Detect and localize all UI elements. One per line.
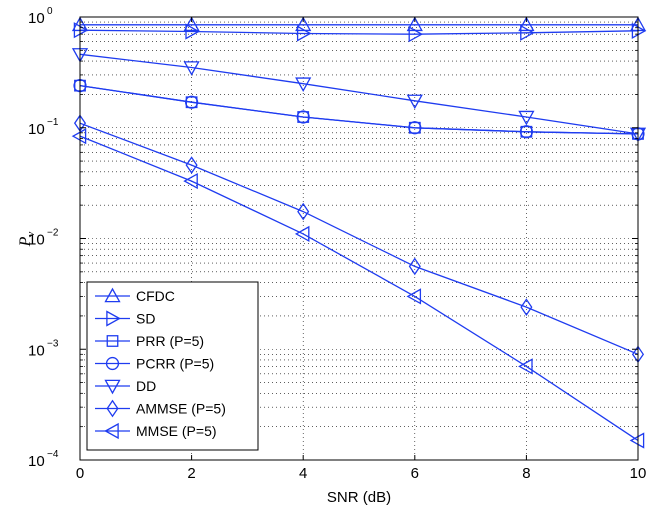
- x-axis-label: SNR (dB): [327, 489, 391, 506]
- diamond-marker: [520, 298, 533, 316]
- series-mmse-p-5: [71, 128, 645, 449]
- series-line: [79, 84, 639, 135]
- circle-marker: [519, 125, 534, 139]
- x-tick-label: 10: [630, 465, 647, 482]
- legend-label: SD: [136, 311, 155, 327]
- y-tick-label: 10 0: [28, 6, 53, 27]
- legend: CFDC SD PRR (P=5) PCRR (P=5) DD AMMSE (P=5) MM…: [86, 281, 259, 451]
- y-tick-label-base: 10: [28, 453, 45, 470]
- triangle-up-marker: [295, 16, 312, 32]
- series-line: [79, 135, 639, 442]
- y-tick-label-base: 10: [28, 10, 45, 27]
- series-sd: [73, 22, 647, 43]
- x-tick-label: 6: [411, 465, 419, 482]
- y-tick-label-base: 10: [28, 342, 45, 359]
- y-tick-label-exponent: −1: [47, 117, 59, 128]
- series-cfdc: [71, 16, 647, 32]
- y-tick-label: 10 −4: [28, 449, 59, 470]
- x-tick-label: 0: [76, 465, 84, 482]
- triangle-down-marker: [518, 110, 535, 126]
- triangle-right-marker: [408, 26, 424, 43]
- legend-item: AMMSE (P=5): [95, 399, 226, 418]
- triangle-right-marker: [520, 24, 535, 41]
- triangle-left-marker: [183, 172, 198, 190]
- y-tick-label-base: 10: [28, 232, 45, 249]
- triangle-down-marker: [104, 379, 121, 395]
- circle-marker: [408, 121, 422, 135]
- triangle-right-marker: [185, 23, 200, 40]
- legend-item: PCRR (P=5): [95, 356, 214, 372]
- triangle-up-marker: [104, 287, 121, 303]
- square-marker: [185, 96, 198, 109]
- svg-text:Pν: Pν: [17, 232, 37, 248]
- y-axis-label: Pν: [17, 232, 37, 248]
- legend-label: MMSE (P=5): [136, 423, 217, 439]
- triangle-down-marker: [295, 77, 312, 93]
- x-tick-label: 2: [187, 465, 195, 482]
- legend-label: PCRR (P=5): [136, 356, 214, 372]
- legend-label: CFDC: [136, 288, 175, 304]
- y-tick-label-base: 10: [28, 121, 45, 138]
- square-marker: [106, 335, 119, 347]
- triangle-right-marker: [296, 25, 312, 42]
- circle-marker: [105, 356, 120, 371]
- legend-item: SD: [95, 310, 155, 327]
- legend-label: DD: [136, 378, 156, 394]
- y-axis-label-subscript: ν: [25, 232, 37, 237]
- x-tick-label: 8: [522, 465, 530, 482]
- y-tick-label: 10 −3: [28, 338, 59, 359]
- series-line: [79, 53, 639, 135]
- series-line: [79, 29, 639, 35]
- legend-item: CFDC: [95, 287, 175, 304]
- y-tick-label-exponent: −4: [47, 449, 59, 460]
- triangle-left-marker: [629, 432, 645, 449]
- triangle-left-marker: [294, 225, 310, 243]
- triangle-down-marker: [183, 61, 200, 76]
- legend-item: PRR (P=5): [95, 333, 204, 349]
- diamond-marker: [408, 257, 421, 276]
- triangle-down-marker: [406, 94, 423, 110]
- y-axis-label-main: P: [17, 236, 34, 247]
- legend-label: AMMSE (P=5): [136, 401, 226, 417]
- y-tick-label-exponent: −3: [47, 338, 59, 349]
- triangle-right-marker: [106, 310, 121, 327]
- diamond-marker: [185, 156, 198, 174]
- y-tick-label-exponent: 0: [47, 6, 53, 17]
- legend-item: MMSE (P=5): [95, 422, 217, 440]
- diamond-marker: [106, 399, 119, 418]
- y-tick-label-exponent: −2: [47, 228, 59, 239]
- x-tick-label: 4: [299, 465, 307, 482]
- series-line: [79, 122, 639, 355]
- legend-box: [86, 281, 259, 451]
- legend-label: PRR (P=5): [136, 333, 204, 349]
- y-tick-label: 10 −1: [28, 117, 59, 138]
- triangle-right-marker: [631, 22, 647, 39]
- diamond-marker: [297, 202, 310, 221]
- triangle-up-marker: [183, 16, 200, 32]
- triangle-right-marker: [73, 22, 89, 39]
- triangle-up-marker: [518, 16, 535, 32]
- legend-item: DD: [95, 378, 156, 395]
- triangle-left-marker: [406, 288, 422, 305]
- series-pcrr-p-5: [73, 79, 645, 141]
- y-tick-label: 10 −2: [28, 228, 59, 249]
- series-ammse-p-5: [73, 114, 645, 364]
- series-layer: [71, 16, 647, 449]
- triangle-left-marker: [71, 128, 87, 145]
- triangle-left-marker: [518, 358, 533, 375]
- circle-marker: [296, 110, 310, 124]
- circle-marker: [185, 95, 199, 109]
- triangle-left-marker: [104, 422, 119, 440]
